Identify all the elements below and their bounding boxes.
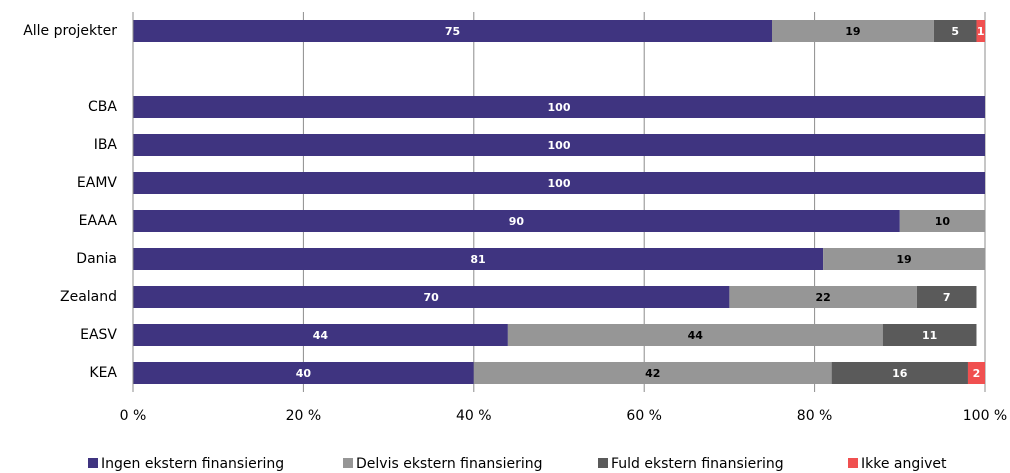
data-label: 2 — [973, 367, 981, 380]
y-tick-label: EAAA — [79, 213, 118, 229]
bar-segment — [133, 134, 985, 156]
bar-segment — [133, 362, 474, 384]
bar-segment — [823, 248, 985, 270]
data-label: 81 — [470, 253, 485, 266]
legend-label: Ikke angivet — [861, 456, 947, 472]
bar-segment — [729, 286, 917, 308]
legend-swatch — [598, 458, 608, 468]
y-tick-label: IBA — [94, 137, 118, 153]
data-label: 100 — [548, 101, 571, 114]
bar-segment — [133, 210, 900, 232]
data-label: 11 — [922, 329, 937, 342]
bar-segment — [133, 20, 772, 42]
y-tick-label: CBA — [88, 99, 117, 115]
legend-label: Fuld ekstern finansiering — [611, 456, 784, 472]
data-label: 100 — [548, 177, 571, 190]
legend-swatch — [343, 458, 353, 468]
x-tick-label: 100 % — [963, 408, 1007, 424]
data-label: 44 — [313, 329, 329, 342]
x-tick-label: 40 % — [456, 408, 492, 424]
data-label: 22 — [815, 291, 830, 304]
bar-segment — [899, 210, 985, 232]
y-tick-label: KEA — [89, 365, 117, 381]
x-tick-label: 60 % — [626, 408, 662, 424]
bar-segment — [831, 362, 968, 384]
bar-segment — [133, 172, 985, 194]
data-label: 42 — [645, 367, 660, 380]
legend-swatch — [848, 458, 858, 468]
bar-segment — [133, 96, 985, 118]
data-label: 16 — [892, 367, 908, 380]
data-label: 10 — [935, 215, 951, 228]
data-label: 7 — [943, 291, 951, 304]
y-tick-label: EAMV — [77, 175, 118, 191]
data-label: 100 — [548, 139, 571, 152]
bar-segment — [133, 248, 824, 270]
y-tick-label: Dania — [76, 251, 117, 267]
bar-segment — [507, 324, 883, 346]
y-tick-label: Alle projekter — [23, 23, 117, 39]
y-tick-label: Zealand — [60, 289, 117, 305]
data-label: 70 — [424, 291, 440, 304]
bar-segment — [133, 324, 508, 346]
data-label: 19 — [845, 25, 860, 38]
y-tick-label: EASV — [80, 327, 117, 343]
bar-segment — [133, 286, 730, 308]
data-label: 75 — [445, 25, 460, 38]
data-label: 19 — [896, 253, 911, 266]
data-label: 44 — [688, 329, 704, 342]
bar-segment — [916, 286, 977, 308]
bar-segment — [882, 324, 977, 346]
legend-swatch — [88, 458, 98, 468]
x-tick-label: 20 % — [286, 408, 322, 424]
data-label: 1 — [977, 25, 985, 38]
x-tick-label: 0 % — [120, 408, 147, 424]
bar-segment — [473, 362, 832, 384]
bar-segment — [772, 20, 934, 42]
legend-label: Ingen ekstern finansiering — [101, 456, 284, 472]
data-label: 90 — [509, 215, 525, 228]
bar-segment — [933, 20, 977, 42]
x-tick-label: 80 % — [797, 408, 833, 424]
legend-label: Delvis ekstern finansiering — [356, 456, 543, 472]
data-label: 40 — [296, 367, 312, 380]
bar-segment — [967, 362, 985, 384]
data-label: 5 — [951, 25, 959, 38]
bar-segment — [976, 20, 985, 42]
